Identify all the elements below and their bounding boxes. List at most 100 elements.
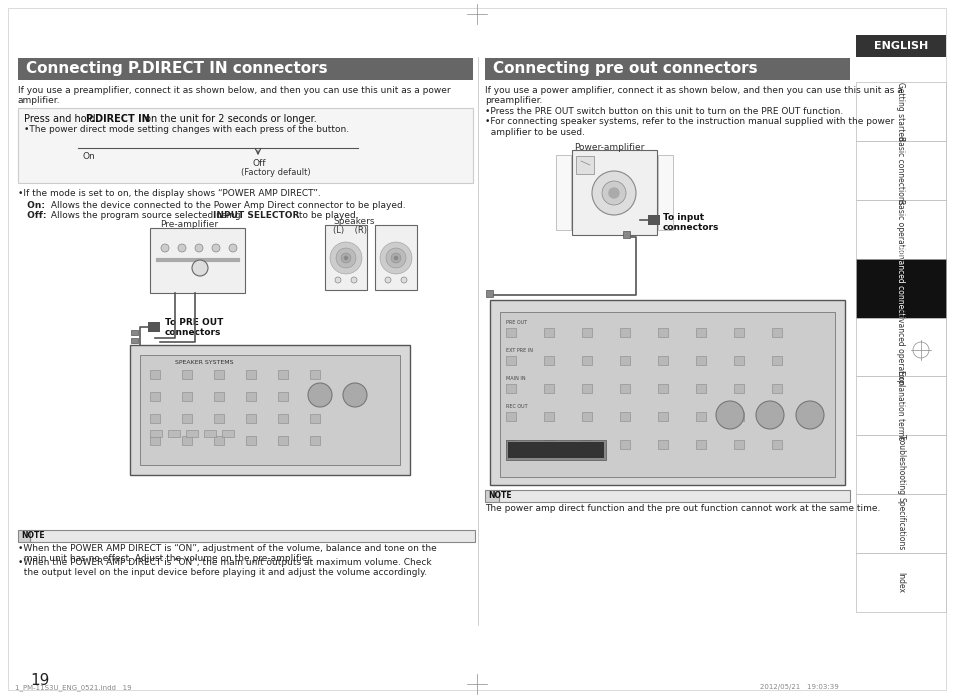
Text: INPUT SELECTOR: INPUT SELECTOR — [213, 211, 299, 220]
Text: •When the POWER AMP DIRECT is “ON”, adjustment of the volume, balance and tone o: •When the POWER AMP DIRECT is “ON”, adju… — [18, 544, 436, 563]
Bar — [150, 228, 245, 293]
Bar — [30, 530, 475, 542]
Bar — [855, 259, 945, 318]
Text: •The power direct mode setting changes with each press of the button.: •The power direct mode setting changes w… — [24, 125, 349, 134]
Bar — [658, 155, 672, 230]
Bar — [484, 490, 498, 502]
Text: If you use a power amplifier, connect it as shown below, and then you can use th: If you use a power amplifier, connect it… — [484, 86, 902, 137]
Bar — [855, 82, 945, 141]
Bar — [581, 356, 592, 365]
Circle shape — [212, 244, 220, 252]
Text: connectors: connectors — [165, 328, 221, 337]
Bar — [505, 328, 516, 337]
Circle shape — [308, 383, 332, 407]
Text: Advanced connections: Advanced connections — [896, 244, 904, 331]
Bar — [733, 412, 743, 421]
Bar — [150, 392, 160, 401]
Bar — [696, 440, 705, 449]
Bar — [182, 370, 192, 379]
Bar — [310, 392, 319, 401]
Bar — [543, 440, 554, 449]
Bar — [18, 530, 30, 542]
Bar — [619, 412, 629, 421]
Bar — [619, 440, 629, 449]
Circle shape — [386, 248, 406, 268]
Circle shape — [379, 242, 412, 274]
Text: Index: Index — [896, 572, 904, 593]
Circle shape — [343, 383, 367, 407]
Circle shape — [385, 277, 391, 283]
Bar — [855, 553, 945, 612]
Bar — [213, 370, 224, 379]
Text: Advanced operation: Advanced operation — [896, 308, 904, 385]
Bar — [246, 392, 255, 401]
Circle shape — [330, 242, 361, 274]
Bar — [619, 328, 629, 337]
Bar — [855, 200, 945, 259]
Circle shape — [192, 260, 208, 276]
Bar — [150, 370, 160, 379]
Text: MAIN IN: MAIN IN — [505, 376, 525, 381]
Text: The power amp direct function and the pre out function cannot work at the same t: The power amp direct function and the pr… — [484, 504, 880, 513]
Circle shape — [795, 401, 823, 429]
Bar — [619, 356, 629, 365]
Text: Press and hold: Press and hold — [24, 114, 98, 124]
Text: NOTE: NOTE — [21, 531, 45, 540]
Bar — [658, 440, 667, 449]
Bar — [310, 436, 319, 445]
Bar — [543, 356, 554, 365]
Bar — [733, 384, 743, 393]
Text: (L)    (R): (L) (R) — [333, 226, 367, 235]
Bar — [150, 430, 162, 437]
Text: ENGLISH: ENGLISH — [873, 41, 927, 51]
Text: (Factory default): (Factory default) — [241, 168, 311, 177]
Bar — [490, 300, 844, 485]
Text: Power-amplifier: Power-amplifier — [574, 143, 643, 152]
Text: Connecting P.DIRECT IN connectors: Connecting P.DIRECT IN connectors — [26, 61, 327, 77]
Bar — [543, 328, 554, 337]
Bar — [246, 436, 255, 445]
Bar — [572, 150, 657, 235]
Text: To input
connectors: To input connectors — [662, 213, 719, 232]
Bar — [484, 58, 849, 80]
Circle shape — [161, 244, 169, 252]
Text: Basic operation: Basic operation — [896, 199, 904, 258]
Bar — [182, 436, 192, 445]
Circle shape — [178, 244, 186, 252]
Bar — [213, 414, 224, 423]
Bar — [581, 412, 592, 421]
Text: Connecting pre out connectors: Connecting pre out connectors — [493, 61, 757, 77]
Text: On:: On: — [24, 201, 45, 210]
Bar — [325, 225, 367, 290]
Text: Basic connections: Basic connections — [896, 135, 904, 205]
Bar — [771, 412, 781, 421]
Bar — [619, 384, 629, 393]
Bar — [498, 490, 849, 502]
Bar — [213, 436, 224, 445]
Bar — [855, 436, 945, 494]
Bar — [182, 414, 192, 423]
Bar — [150, 436, 160, 445]
Bar — [277, 392, 288, 401]
Text: Explanation terms: Explanation terms — [896, 371, 904, 440]
Bar — [696, 356, 705, 365]
Bar — [733, 440, 743, 449]
Bar — [505, 384, 516, 393]
Bar — [771, 440, 781, 449]
Bar — [140, 355, 399, 465]
Bar — [658, 384, 667, 393]
Bar — [222, 430, 233, 437]
Bar — [485, 290, 493, 297]
Bar — [186, 430, 198, 437]
Circle shape — [335, 277, 340, 283]
Circle shape — [608, 188, 618, 198]
Text: To PRE OUT: To PRE OUT — [165, 318, 223, 327]
Bar — [855, 318, 945, 376]
Circle shape — [344, 256, 348, 260]
Bar — [505, 440, 516, 449]
Text: 2012/05/21   19:03:39: 2012/05/21 19:03:39 — [760, 684, 838, 690]
Text: If you use a preamplifier, connect it as shown below, and then you can use this : If you use a preamplifier, connect it as… — [18, 86, 450, 105]
Bar — [855, 376, 945, 436]
Bar — [771, 328, 781, 337]
Text: Allows the program source selected using: Allows the program source selected using — [48, 211, 243, 220]
